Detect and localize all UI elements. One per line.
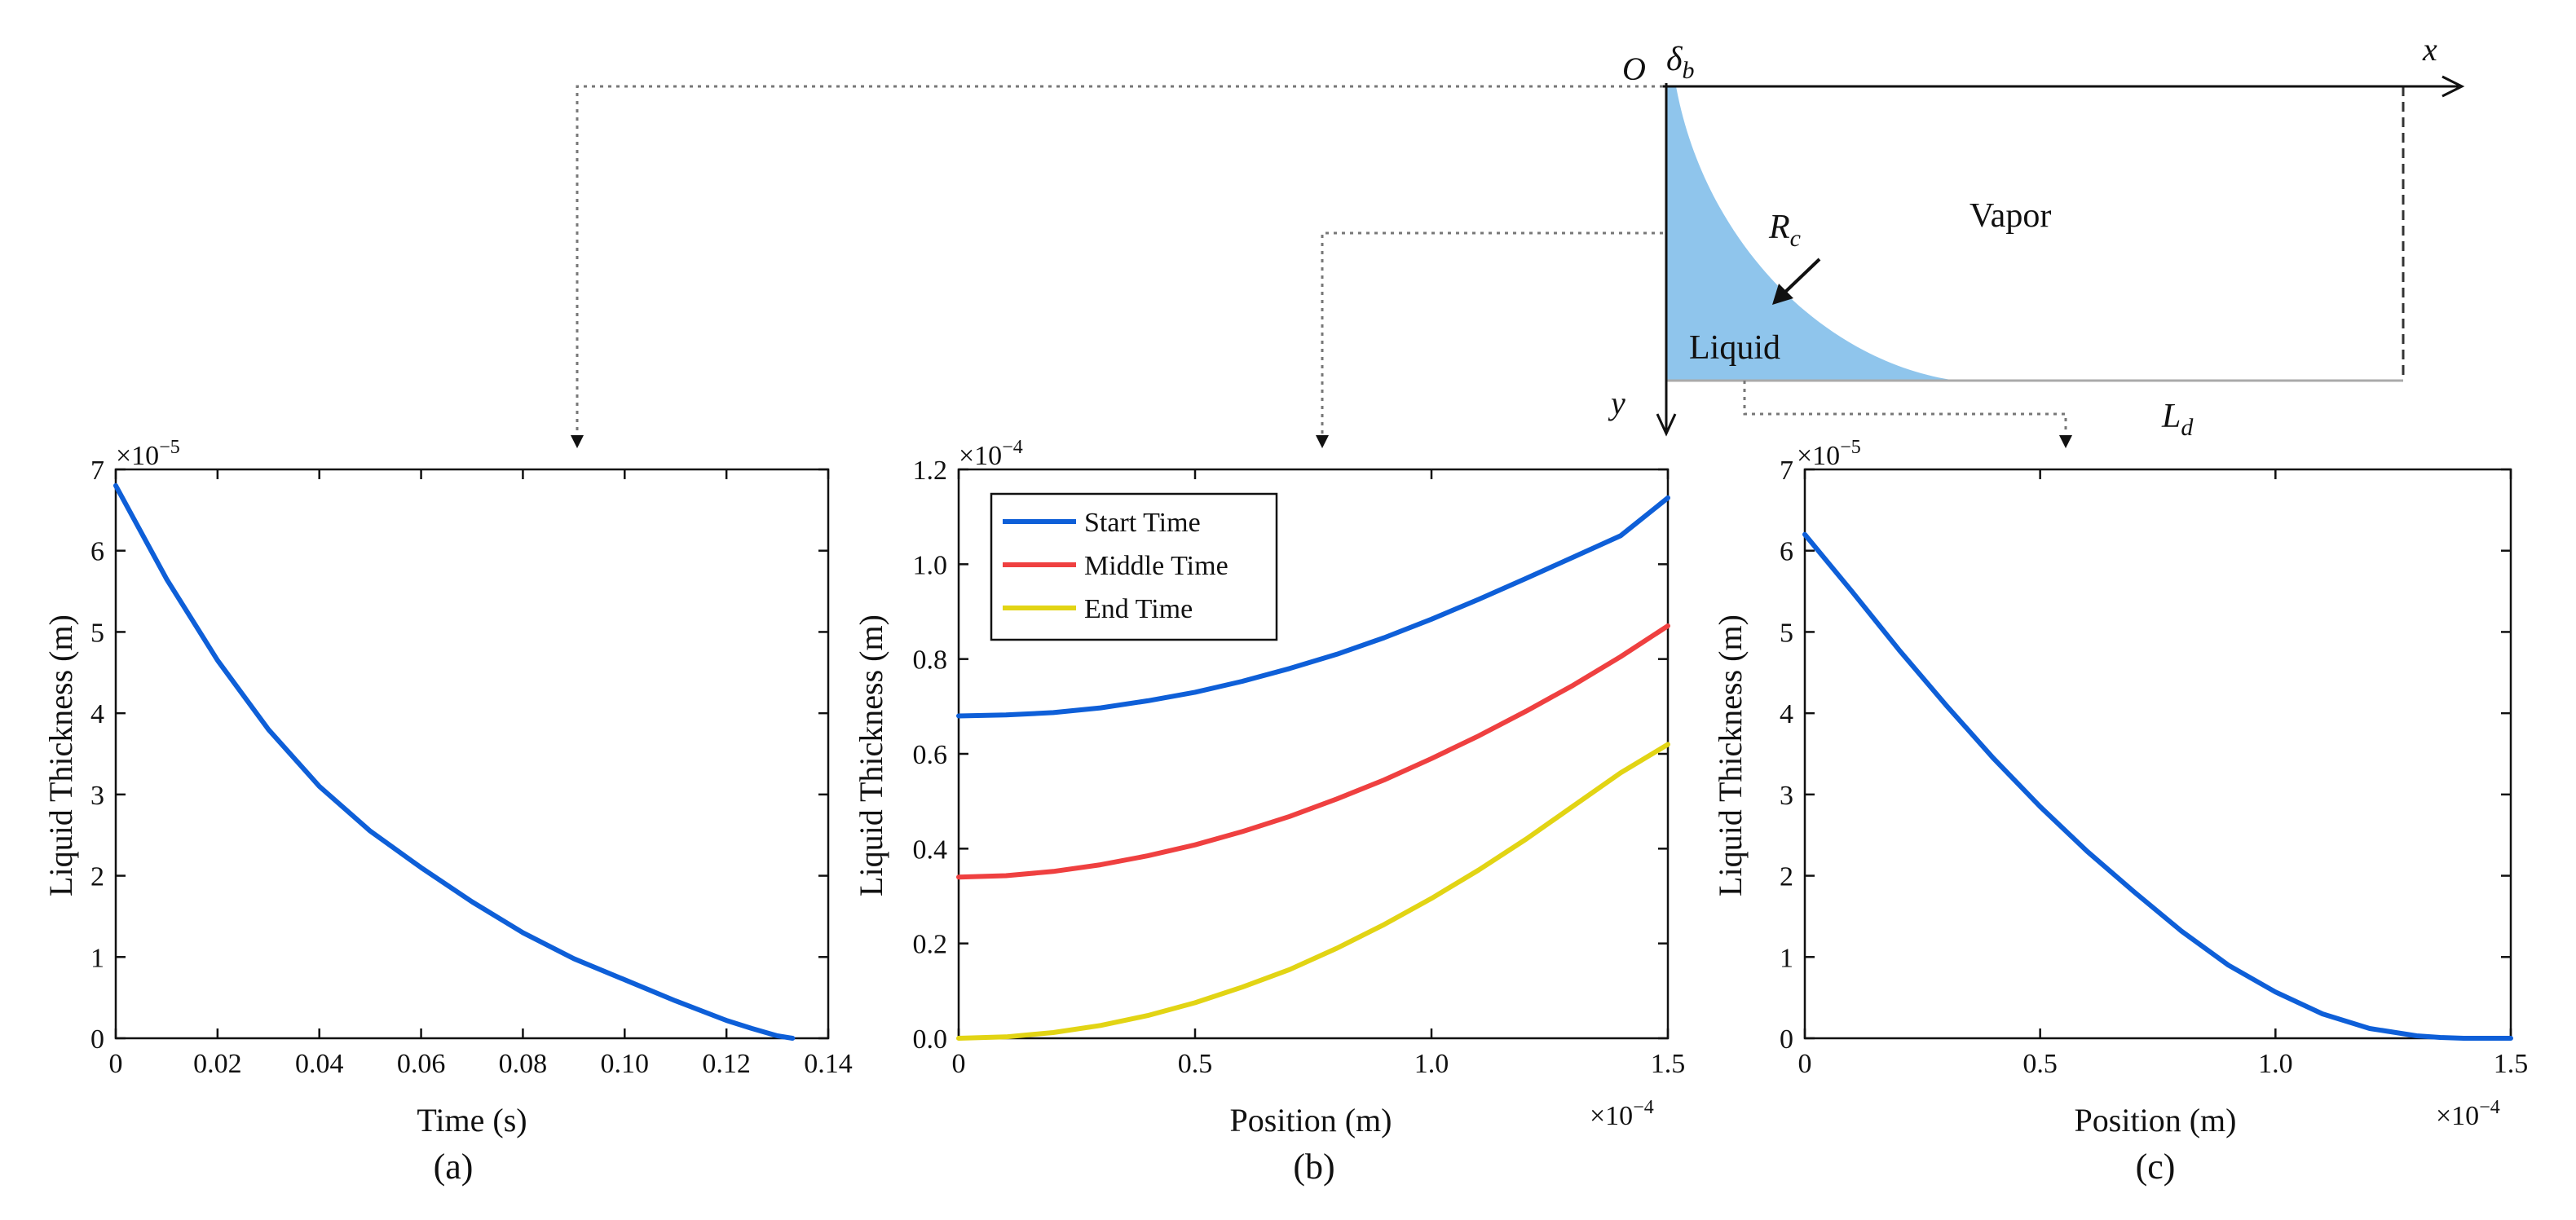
chart-panel-b: ×10−4 ×10−4 Position (m) Liquid Thicknes… xyxy=(853,437,1685,1187)
legend-label: Middle Time xyxy=(1084,551,1228,581)
series-line-end-time xyxy=(956,742,1670,1041)
connector-to-panel-b xyxy=(1321,231,1663,434)
y-tick-label: 2 xyxy=(1780,862,1793,892)
y-tick-label: 4 xyxy=(90,699,104,729)
radius-pointer-arrowhead xyxy=(1772,284,1793,305)
x-axis-label: x xyxy=(2422,31,2437,68)
connector-b-arrowhead xyxy=(1316,435,1329,448)
y-tick-label: 0.2 xyxy=(913,930,948,960)
series-line-start-time xyxy=(956,495,1670,719)
x-tick-label: 1.0 xyxy=(1414,1049,1449,1079)
length-label: Ld xyxy=(2161,398,2194,441)
y-tick-label: 0.6 xyxy=(913,740,948,770)
y-tick-label: 3 xyxy=(90,781,104,811)
x-tick-label: 1.0 xyxy=(2258,1049,2293,1079)
film-thickness-label: δb xyxy=(1666,41,1695,84)
panel-a-y-multiplier: ×10−5 xyxy=(116,437,180,471)
y-tick-label: 6 xyxy=(1780,537,1793,567)
y-tick-label: 1.0 xyxy=(913,550,948,580)
panel-c-axes-box xyxy=(1803,468,2512,1040)
panel-b-caption: (b) xyxy=(1293,1147,1334,1187)
x-tick-label: 0 xyxy=(952,1049,966,1079)
radius-label: Rc xyxy=(1768,209,1801,252)
y-tick-label: 2 xyxy=(90,862,104,892)
panel-a-ylabel: Liquid Thickness (m) xyxy=(42,614,79,896)
y-tick-label: 0.0 xyxy=(913,1024,948,1055)
liquid-region xyxy=(1666,86,1956,381)
panel-b-x-multiplier: ×10−4 xyxy=(1590,1097,1654,1131)
x-tick-label: 0 xyxy=(1798,1049,1812,1079)
y-tick-label: 0 xyxy=(90,1024,104,1055)
x-tick-label: 0 xyxy=(109,1049,123,1079)
y-tick-label: 5 xyxy=(90,618,104,648)
panel-c-xlabel: Position (m) xyxy=(2075,1102,2237,1139)
x-tick-label: 0.10 xyxy=(601,1049,650,1079)
y-tick-label: 6 xyxy=(90,537,104,567)
series-line xyxy=(1802,531,2513,1041)
chart-panel-a: ×10−5 Time (s) Liquid Thickness (m) (a) … xyxy=(42,437,853,1187)
x-axis-arrowhead xyxy=(2441,75,2465,98)
y-tick-label: 0.4 xyxy=(913,835,948,865)
y-tick-label: 0.8 xyxy=(913,645,948,676)
panel-b-y-multiplier: ×10−4 xyxy=(959,437,1023,471)
panel-b-xlabel: Position (m) xyxy=(1230,1102,1392,1139)
panel-a-axes-box xyxy=(114,468,830,1040)
panel-a-xlabel: Time (s) xyxy=(417,1102,527,1139)
series-line xyxy=(113,482,796,1041)
x-tick-label: 0.14 xyxy=(804,1049,853,1079)
x-tick-label: 1.5 xyxy=(2494,1049,2529,1079)
x-tick-label: 0.06 xyxy=(397,1049,446,1079)
connector-to-panel-a xyxy=(576,85,1663,434)
connectors xyxy=(576,85,2067,434)
panel-c-ylabel: Liquid Thickness (m) xyxy=(1712,614,1749,896)
origin-label: O xyxy=(1622,51,1646,87)
connector-c-arrowhead xyxy=(2059,435,2072,448)
y-tick-label: 7 xyxy=(1780,456,1793,486)
y-tick-label: 7 xyxy=(90,456,104,486)
x-tick-label: 0.04 xyxy=(295,1049,344,1079)
y-tick-label: 0 xyxy=(1780,1024,1793,1055)
x-tick-label: 0.02 xyxy=(193,1049,242,1079)
y-tick-label: 5 xyxy=(1780,618,1793,648)
y-tick-label: 4 xyxy=(1780,699,1793,729)
panel-c-y-multiplier: ×10−5 xyxy=(1797,437,1861,471)
legend-label: Start Time xyxy=(1084,508,1201,538)
vapor-label: Vapor xyxy=(1969,197,2051,235)
connector-to-panel-c xyxy=(1743,381,2067,434)
legend-label: End Time xyxy=(1084,594,1193,624)
x-tick-label: 0.5 xyxy=(1178,1049,1213,1079)
panel-c-caption: (c) xyxy=(2136,1147,2176,1187)
series-line-middle-time xyxy=(956,623,1670,880)
chart-panel-c: ×10−5 ×10−4 Position (m) Liquid Thicknes… xyxy=(1712,437,2528,1187)
panel-a-caption: (a) xyxy=(434,1147,474,1187)
x-tick-label: 1.5 xyxy=(1651,1049,1686,1079)
connector-a-arrowhead xyxy=(571,435,584,448)
y-axis-label: y xyxy=(1608,385,1625,421)
y-axis-arrowhead xyxy=(1656,413,1677,437)
x-tick-label: 0.08 xyxy=(499,1049,548,1079)
x-tick-label: 0.5 xyxy=(2022,1049,2058,1079)
panel-c-x-multiplier: ×10−4 xyxy=(2436,1097,2500,1131)
panel-b-ylabel: Liquid Thickness (m) xyxy=(853,614,889,896)
radius-pointer-arrow xyxy=(1780,258,1821,297)
y-tick-label: 1 xyxy=(1780,943,1793,973)
x-tick-label: 0.12 xyxy=(702,1049,751,1079)
y-tick-label: 1 xyxy=(90,943,104,973)
schematic: O δb x y Vapor Liquid Rc Ld xyxy=(1608,31,2465,441)
liquid-label: Liquid xyxy=(1689,329,1780,367)
y-tick-label: 3 xyxy=(1780,781,1793,811)
y-tick-label: 1.2 xyxy=(913,456,948,486)
